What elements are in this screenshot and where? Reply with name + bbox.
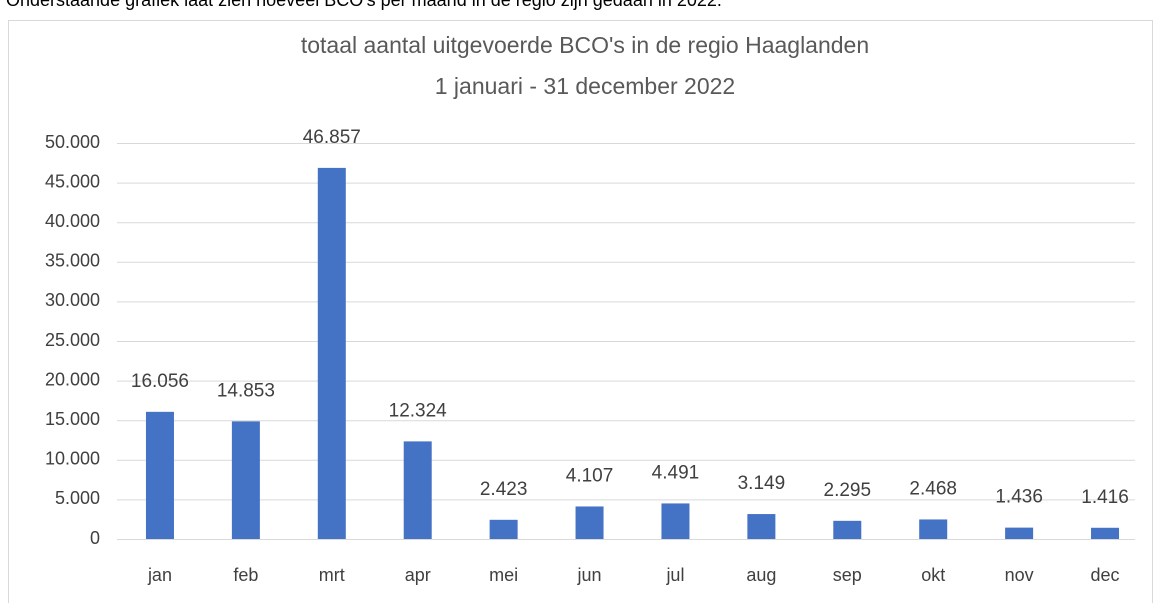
chart-subtitle: 1 januari - 31 december 2022: [435, 73, 735, 99]
x-tick-label: sep: [833, 565, 862, 585]
x-tick-label: jul: [665, 565, 684, 585]
data-label: 4.107: [566, 465, 614, 486]
data-label: 2.423: [480, 479, 528, 500]
y-tick-label: 25.000: [45, 330, 100, 350]
chart-title: totaal aantal uitgevoerde BCO's in de re…: [301, 32, 869, 58]
data-label: 46.857: [303, 127, 361, 148]
chart-frame: [8, 20, 1153, 603]
y-tick-label: 45.000: [45, 171, 100, 191]
x-tick-label: aug: [746, 565, 776, 585]
y-tick-label: 0: [90, 528, 100, 548]
data-label: 3.149: [738, 473, 786, 494]
data-label: 16.056: [131, 371, 189, 392]
data-label: 1.416: [1081, 487, 1129, 508]
bar: [575, 506, 604, 539]
x-tick-label: mei: [489, 565, 518, 585]
data-label: 1.436: [995, 487, 1043, 508]
data-label: 2.468: [909, 478, 957, 499]
bar: [145, 411, 174, 539]
x-tick-label: apr: [405, 565, 431, 585]
y-tick-label: 15.000: [45, 409, 100, 429]
bar: [317, 167, 346, 539]
x-tick-label: okt: [921, 565, 945, 585]
intro-text: Onderstaande grafiek laat zien hoeveel B…: [6, 0, 722, 10]
bar: [661, 503, 690, 539]
bar: [919, 519, 948, 539]
bar: [489, 519, 518, 539]
y-tick-label: 40.000: [45, 211, 100, 231]
bar: [1005, 527, 1034, 539]
x-tick-label: jan: [147, 565, 172, 585]
data-label: 2.295: [824, 480, 872, 501]
data-label: 4.491: [652, 462, 700, 483]
x-tick-label: mrt: [319, 565, 345, 585]
data-label: 14.853: [217, 380, 275, 401]
y-tick-label: 30.000: [45, 290, 100, 310]
bar: [231, 421, 260, 539]
y-tick-label: 10.000: [45, 449, 100, 469]
bar: [1091, 527, 1120, 539]
data-label: 12.324: [389, 400, 448, 421]
x-tick-label: jun: [577, 565, 602, 585]
x-tick-label: nov: [1005, 565, 1034, 585]
y-tick-label: 50.000: [45, 132, 100, 152]
bar: [403, 441, 432, 539]
x-tick-label: feb: [233, 565, 258, 585]
y-tick-label: 20.000: [45, 369, 100, 389]
y-tick-label: 35.000: [45, 251, 100, 271]
bar: [747, 514, 776, 539]
y-tick-label: 5.000: [55, 488, 100, 508]
bar: [833, 520, 862, 539]
x-tick-label: dec: [1091, 565, 1120, 585]
